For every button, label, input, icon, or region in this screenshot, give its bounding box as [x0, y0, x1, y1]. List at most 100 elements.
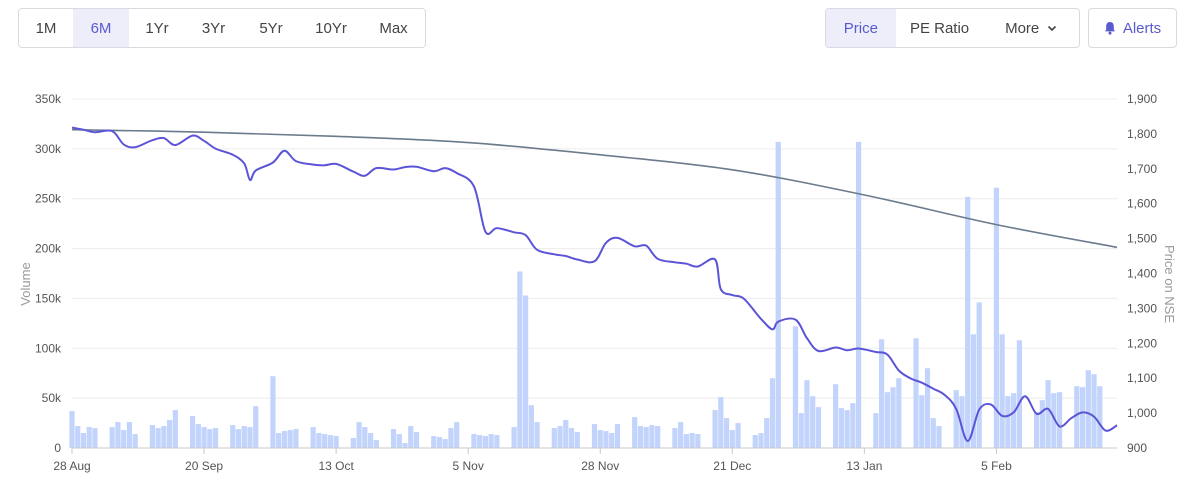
x-axis: 28 Aug 20 Sep 13 Oct 5 Nov 28 Nov 21 Dec 13 Ja… [53, 448, 1012, 473]
x-tick-label: 5 Nov [453, 459, 484, 473]
volume-bar [511, 427, 517, 448]
volume-bar [477, 435, 483, 448]
volume-bar [149, 425, 155, 448]
volume-bar [75, 426, 81, 448]
volume-bar [999, 334, 1005, 448]
volume-bar [253, 406, 259, 448]
volume-bar [1045, 380, 1051, 448]
left-axis: 0 50k 100k 150k 200k 250k 300k 350k [35, 92, 62, 455]
volume-bar [833, 384, 839, 448]
volume-bar [637, 426, 644, 448]
right-axis: 900 1,000 1,100 1,200 1,300 1,400 1,500 1,600 1,… [1127, 92, 1157, 455]
volume-bar [230, 425, 236, 448]
volume-bar [454, 422, 460, 448]
volume-bar [1085, 370, 1091, 448]
volume-bar [1097, 386, 1103, 448]
volume-bar [557, 426, 563, 448]
volume-bar [172, 410, 178, 448]
volume-bar [1056, 392, 1063, 448]
view-button-more[interactable]: More [983, 9, 1079, 47]
volume-bar [953, 390, 959, 448]
volume-bar [970, 334, 977, 448]
volume-bar [838, 408, 844, 448]
view-selector: Price PE Ratio More [825, 8, 1080, 48]
left-axis-title: Volume [18, 262, 33, 305]
range-button-1m[interactable]: 1M [19, 9, 73, 47]
volume-bar [752, 435, 758, 448]
left-tick-label: 50k [42, 391, 62, 405]
volume-bar [322, 434, 328, 448]
right-tick-label: 900 [1127, 441, 1147, 455]
volume-bar [471, 434, 477, 448]
moving-average-line [71, 128, 1118, 249]
volume-bar [769, 378, 776, 448]
volume-bar [804, 380, 810, 448]
alerts-button[interactable]: Alerts [1088, 8, 1177, 48]
volume-bar [890, 387, 896, 448]
volume-bar [798, 413, 804, 448]
volume-bar [712, 410, 718, 448]
view-button-pe-ratio[interactable]: PE Ratio [895, 9, 984, 47]
range-button-1yr[interactable]: 1Yr [129, 9, 185, 47]
volume-bar [69, 411, 75, 448]
volume-bar [1005, 396, 1011, 448]
volume-bar [678, 422, 684, 448]
left-tick-label: 250k [35, 192, 62, 206]
right-tick-label: 1,000 [1127, 406, 1157, 420]
volume-bar [718, 397, 724, 448]
volume-bar [597, 430, 603, 448]
right-tick-label: 1,300 [1127, 301, 1157, 315]
volume-bar [316, 433, 322, 448]
left-tick-label: 300k [35, 142, 62, 156]
volume-bar [276, 433, 282, 448]
volume-bar [683, 434, 689, 448]
volume-bar [1039, 400, 1045, 448]
volume-bar [436, 437, 443, 448]
volume-bar [609, 433, 615, 448]
volume-bar [121, 430, 127, 448]
chevron-down-icon [1048, 25, 1057, 32]
volume-bar [396, 434, 402, 448]
volume-bar [603, 431, 609, 448]
left-tick-label: 200k [35, 242, 62, 256]
volume-bar [362, 427, 368, 448]
volume-bar [810, 396, 816, 448]
volume-bar [270, 376, 276, 448]
volume-bar [92, 428, 98, 448]
volume-bar [844, 410, 850, 448]
volume-bar [517, 271, 523, 448]
volume-bar [574, 432, 580, 448]
volume-bar [442, 439, 448, 448]
volume-bar [189, 416, 196, 448]
volume-bar [1091, 374, 1097, 448]
right-tick-label: 1,700 [1127, 162, 1157, 176]
view-button-price[interactable]: Price [826, 9, 896, 47]
volume-bar [115, 422, 121, 448]
x-tick-label: 20 Sep [185, 459, 223, 473]
volume-bar [448, 428, 454, 448]
volume-bar [402, 443, 408, 448]
right-tick-label: 1,900 [1127, 92, 1157, 106]
volume-bar [884, 392, 890, 448]
volume-bar [643, 427, 649, 448]
volume-bars [69, 141, 1103, 448]
volume-bar [534, 422, 540, 448]
x-tick-label: 13 Jan [846, 459, 882, 473]
volume-bar [878, 339, 885, 448]
volume-bar [80, 433, 87, 448]
range-button-5yr[interactable]: 5Yr [242, 9, 300, 47]
volume-bar [993, 187, 1000, 448]
range-button-6m[interactable]: 6M [73, 9, 129, 47]
volume-bar [86, 427, 92, 448]
range-button-3yr[interactable]: 3Yr [185, 9, 242, 47]
volume-bar [1034, 412, 1040, 448]
volume-bar [936, 426, 942, 448]
range-button-10yr[interactable]: 10Yr [300, 9, 362, 47]
volume-bar [1016, 340, 1022, 448]
volume-bar [235, 429, 242, 448]
volume-bar [356, 422, 362, 448]
price-line [71, 126, 1118, 443]
volume-bar [333, 436, 339, 448]
range-button-max[interactable]: Max [362, 9, 425, 47]
